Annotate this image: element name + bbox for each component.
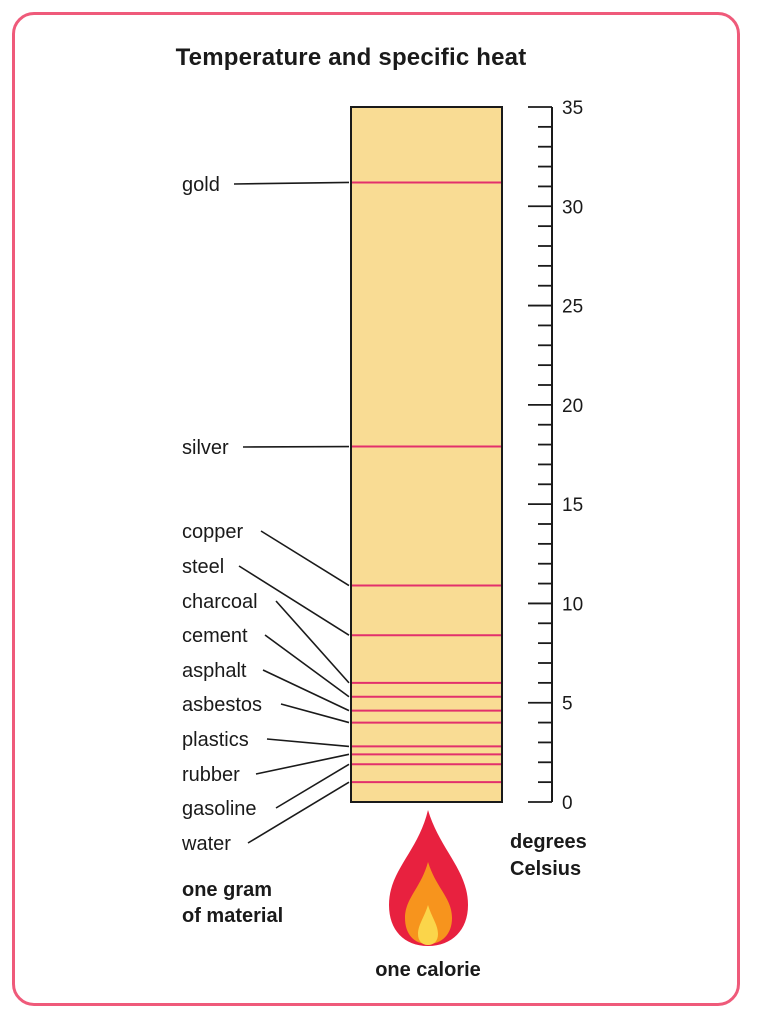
leader-gasoline [275,763,350,809]
flame-icon [389,810,468,946]
label-silver: silver [182,437,229,459]
label-water: water [181,833,231,855]
leader-gold [233,181,350,185]
material-caption-line2: of material [182,905,283,927]
label-asphalt: asphalt [182,660,247,682]
label-rubber: rubber [182,764,240,786]
heat-source-caption: one calorie [375,959,481,981]
leader-steel [238,565,350,636]
axis-unit-line2: Celsius [510,858,581,880]
tick-label-25: 25 [562,297,583,318]
label-asbestos: asbestos [182,694,262,716]
label-steel: steel [182,556,224,578]
tick-label-15: 15 [562,495,583,516]
leader-cement [264,634,350,698]
material-caption-line1: one gram [182,879,272,901]
axis-unit-line1: degrees [510,831,587,853]
figure-title: Temperature and specific heat [175,44,527,71]
leader-water [247,781,350,844]
leader-rubber [255,753,350,775]
leader-charcoal [275,600,350,684]
leader-copper [260,530,350,587]
label-charcoal: charcoal [182,591,258,613]
tick-label-20: 20 [562,396,583,417]
leader-asbestos [280,703,350,724]
temperature-column [350,106,503,803]
tick-label-30: 30 [562,197,583,218]
label-plastics: plastics [182,729,249,751]
label-cement: cement [182,625,248,647]
tick-label-35: 35 [562,98,583,119]
leader-asphalt [262,669,350,712]
label-gasoline: gasoline [182,798,257,820]
tick-label-0: 0 [562,793,573,814]
tick-label-10: 10 [562,594,583,615]
label-copper: copper [182,521,243,543]
leader-plastics [266,738,350,748]
tick-label-5: 5 [562,694,573,715]
label-gold: gold [182,174,220,196]
